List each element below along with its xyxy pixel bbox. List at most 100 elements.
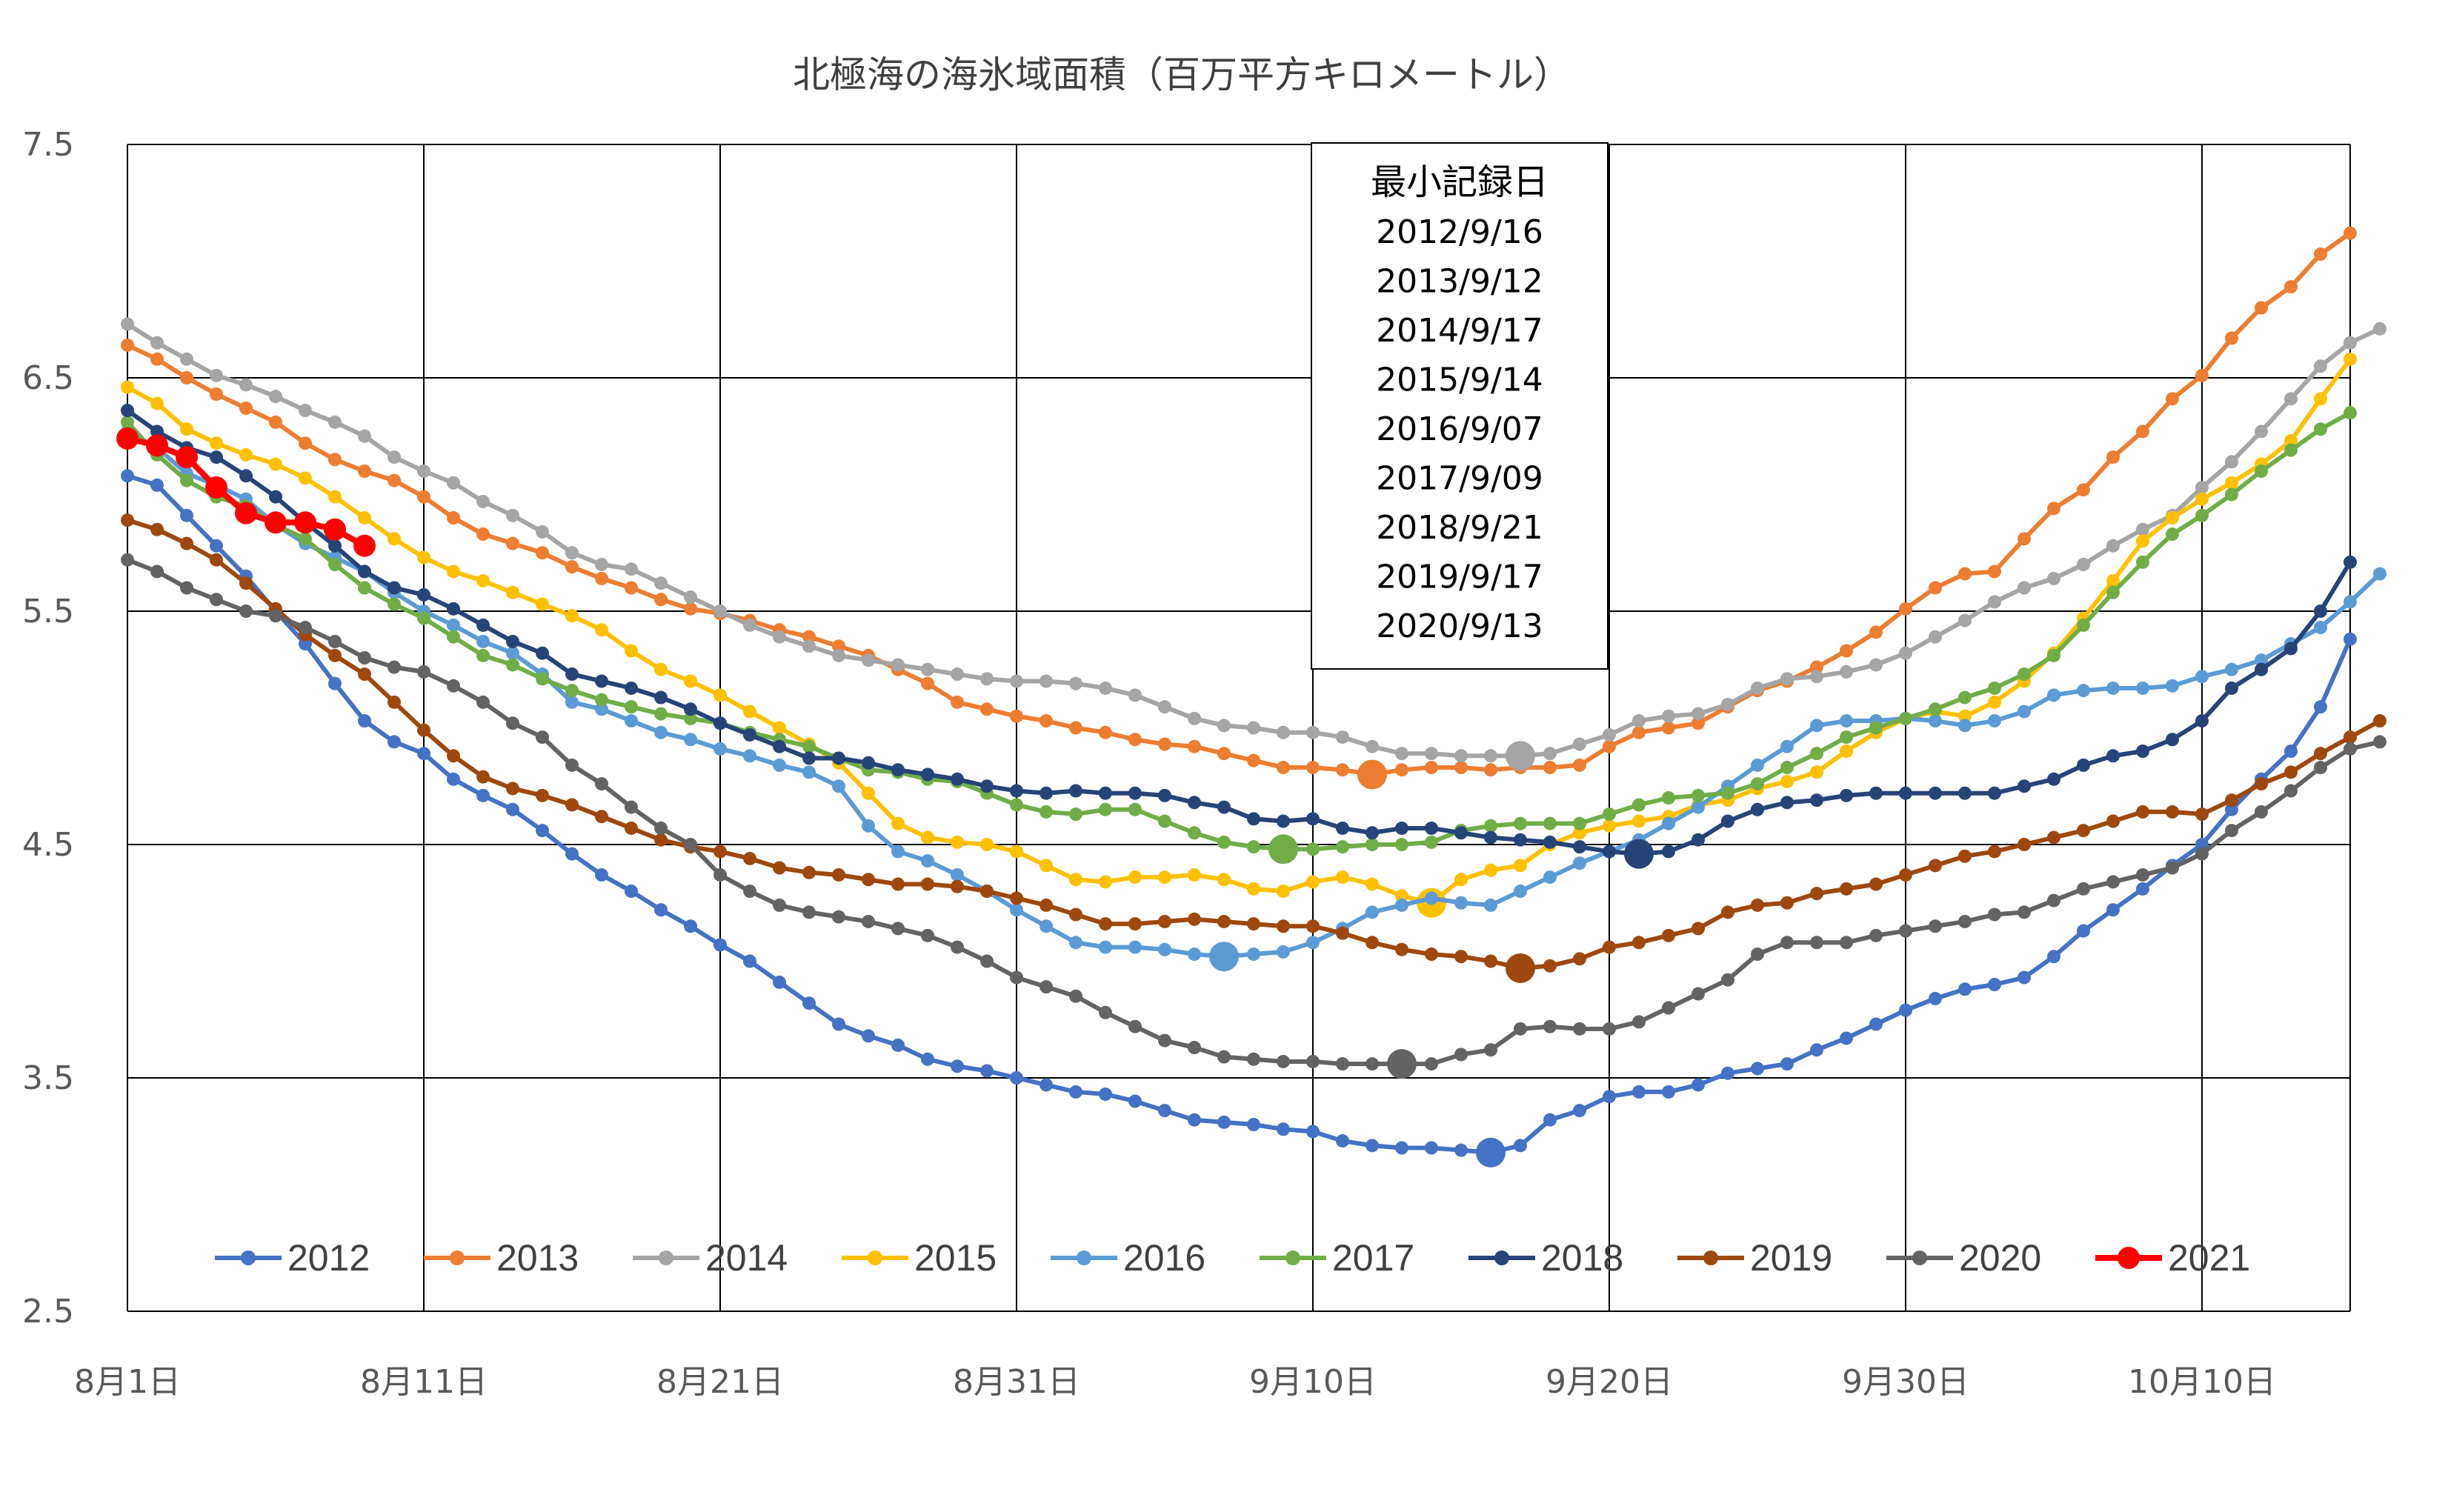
data-point — [595, 674, 608, 688]
data-point — [1336, 870, 1349, 885]
data-point — [1721, 905, 1734, 919]
data-point — [1336, 1134, 1349, 1148]
data-point — [1810, 793, 1823, 807]
data-point — [1069, 1085, 1082, 1099]
minimum-marker-2020 — [1387, 1049, 1417, 1079]
legend-label: 2013 — [496, 1237, 579, 1279]
data-point — [1158, 914, 1171, 928]
data-point — [1840, 936, 1853, 950]
legend-item-2020: 2020 — [1886, 1237, 2041, 1279]
data-point — [2017, 705, 2031, 719]
data-point — [2314, 621, 2327, 635]
data-point — [210, 593, 223, 607]
data-point — [1514, 1022, 1527, 1036]
data-point — [1247, 721, 1260, 735]
data-point — [2343, 595, 2357, 609]
data-point — [2373, 735, 2386, 749]
data-point — [180, 536, 193, 550]
data-point — [210, 436, 223, 450]
data-point — [1425, 821, 1438, 835]
data-point — [536, 824, 549, 838]
x-tick-label: 8月21日 — [656, 1363, 784, 1401]
data-point — [1603, 807, 1616, 822]
data-point — [1840, 665, 1853, 679]
data-point — [1188, 796, 1201, 810]
data-point — [353, 534, 376, 557]
data-point — [299, 436, 312, 450]
data-point — [1039, 714, 1053, 728]
data-point — [684, 674, 697, 688]
data-point — [2255, 301, 2268, 315]
data-point — [1277, 885, 1290, 898]
data-point — [713, 867, 727, 882]
data-point — [121, 404, 134, 418]
data-point — [1662, 791, 1675, 805]
data-point — [2373, 567, 2386, 581]
data-point — [2225, 476, 2238, 490]
data-point — [1336, 926, 1349, 940]
data-point — [1454, 950, 1468, 964]
data-point — [324, 518, 346, 541]
data-point — [1603, 727, 1616, 742]
data-point — [1425, 761, 1438, 775]
data-point — [980, 702, 994, 716]
data-point — [654, 593, 668, 607]
data-point — [269, 457, 282, 471]
annotation-line: 2012/9/16 — [1376, 213, 1543, 251]
data-point — [1425, 948, 1438, 962]
data-point — [743, 618, 756, 632]
data-point — [1780, 761, 1794, 775]
data-point — [2255, 653, 2268, 667]
data-point — [2314, 392, 2327, 406]
data-point — [1988, 595, 2001, 609]
data-point — [1573, 1104, 1586, 1118]
data-point — [1751, 1062, 1764, 1076]
data-point — [654, 725, 668, 739]
data-point — [1128, 1019, 1142, 1033]
data-point — [1691, 1078, 1705, 1092]
data-point — [1128, 917, 1142, 931]
data-point — [595, 693, 608, 707]
data-point — [951, 867, 964, 882]
data-point — [235, 502, 257, 524]
data-point — [2314, 700, 2327, 714]
data-point — [1840, 644, 1853, 658]
data-point — [1099, 917, 1112, 931]
data-point — [476, 494, 490, 508]
data-point — [2077, 684, 2090, 698]
data-point — [2343, 226, 2357, 240]
data-point — [2195, 670, 2209, 684]
data-point — [1217, 719, 1231, 733]
data-point — [773, 758, 786, 772]
data-point — [1632, 725, 1646, 739]
data-point — [625, 681, 638, 695]
data-point — [684, 838, 697, 851]
data-point — [387, 597, 401, 611]
legend-item-2013: 2013 — [424, 1237, 579, 1279]
data-point — [1573, 737, 1586, 751]
series-2020 — [121, 553, 2386, 1079]
data-point — [1128, 786, 1142, 800]
data-point — [239, 447, 253, 462]
data-point — [1277, 945, 1290, 959]
data-point — [387, 450, 401, 464]
data-point — [1277, 725, 1290, 739]
series-2013 — [121, 226, 2357, 790]
data-point — [299, 404, 312, 418]
data-point — [2166, 679, 2179, 693]
data-point — [269, 415, 282, 429]
data-point — [210, 539, 223, 553]
data-point — [1336, 730, 1349, 745]
y-tick-label: 3.5 — [22, 1059, 74, 1097]
data-point — [1484, 763, 1497, 777]
data-point — [1810, 765, 1823, 779]
data-point — [684, 711, 697, 725]
data-point — [1128, 940, 1142, 954]
data-point — [625, 821, 638, 835]
data-point — [1721, 786, 1734, 800]
data-point — [1810, 670, 1823, 684]
data-point — [1158, 700, 1171, 714]
data-point — [2077, 882, 2090, 896]
data-point — [1277, 919, 1290, 933]
data-point — [2047, 950, 2060, 964]
